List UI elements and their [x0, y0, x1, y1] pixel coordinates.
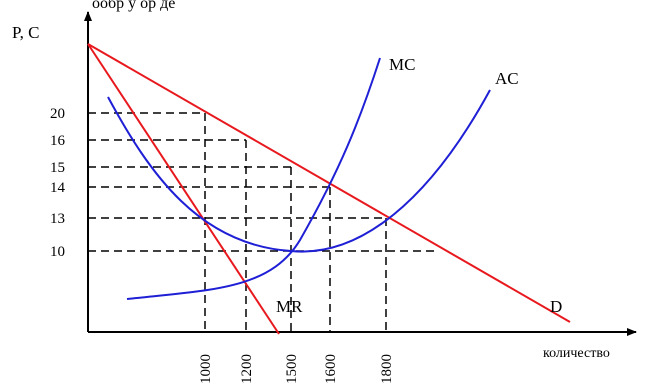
mr-label: MR: [276, 297, 303, 316]
x-tick-1600: 1600: [323, 354, 339, 384]
x-tick-1200: 1200: [239, 354, 255, 384]
x-tick-1500: 1500: [284, 354, 300, 384]
y-tick-15: 15: [50, 160, 65, 176]
y-tick-13: 13: [50, 211, 65, 227]
x-axis-label: количество: [543, 346, 610, 361]
mc-label: MC: [389, 55, 415, 74]
y-tick-10: 10: [50, 244, 65, 260]
cropped-header-text: ообр у ор де: [92, 0, 175, 12]
y-tick-14: 14: [50, 180, 66, 196]
marginal-cost-curve: [126, 57, 381, 300]
y-tick-16: 16: [50, 133, 66, 149]
average-cost-curve: [107, 89, 491, 253]
demand-curve: [87, 43, 571, 323]
y-tick-20: 20: [50, 106, 65, 122]
y-axis-label: P, C: [12, 23, 39, 42]
x-tick-1800: 1800: [379, 354, 395, 384]
x-tick-1000: 1000: [198, 354, 214, 384]
ac-label: AC: [495, 69, 519, 88]
marginal-revenue-curve: [87, 43, 280, 335]
d-label: D: [550, 297, 562, 316]
